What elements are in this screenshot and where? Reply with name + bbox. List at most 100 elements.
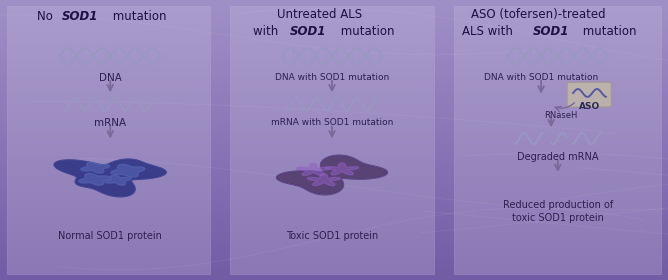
Bar [0, 90, 668, 91]
Text: Degraded mRNA: Degraded mRNA [517, 152, 599, 162]
Text: with: with [253, 25, 282, 38]
Text: DNA: DNA [99, 73, 122, 83]
Bar [0, 162, 668, 164]
Bar [0, 20, 668, 21]
Bar [0, 95, 668, 97]
Bar [0, 46, 668, 48]
Bar [0, 248, 668, 249]
Bar [0, 207, 668, 209]
Bar [0, 122, 668, 123]
Bar [0, 0, 668, 1]
Text: ASO: ASO [578, 102, 600, 111]
Bar [0, 225, 668, 227]
Text: No: No [37, 10, 57, 23]
Bar [0, 141, 668, 143]
Bar [0, 123, 668, 125]
Bar [0, 62, 668, 63]
Bar [0, 167, 668, 168]
Bar [0, 189, 668, 190]
Bar [0, 116, 668, 118]
Bar [0, 174, 668, 175]
Bar [0, 155, 668, 157]
Bar [0, 88, 668, 90]
Bar [0, 279, 668, 280]
Bar [0, 133, 668, 134]
FancyBboxPatch shape [567, 82, 611, 107]
Text: ASO (tofersen)-treated: ASO (tofersen)-treated [471, 8, 606, 21]
Bar [0, 139, 668, 140]
Bar [0, 151, 668, 153]
Text: Reduced production of
toxic SOD1 protein: Reduced production of toxic SOD1 protein [502, 200, 613, 223]
Bar [0, 263, 668, 265]
Bar [0, 216, 668, 217]
Text: DNA with SOD1 mutation: DNA with SOD1 mutation [484, 73, 599, 82]
Bar [0, 237, 668, 238]
Bar [0, 28, 668, 29]
FancyBboxPatch shape [7, 6, 210, 274]
Bar [0, 137, 668, 139]
Bar [0, 259, 668, 260]
Polygon shape [81, 162, 110, 173]
Bar [0, 8, 668, 10]
Bar [0, 76, 668, 77]
Bar [0, 105, 668, 106]
Bar [0, 266, 668, 267]
Bar [0, 130, 668, 132]
Bar [0, 171, 668, 172]
Polygon shape [325, 163, 359, 175]
Text: mutation: mutation [110, 10, 167, 23]
Text: DNA with SOD1 mutation: DNA with SOD1 mutation [275, 73, 389, 82]
Bar [0, 178, 668, 179]
Bar [0, 206, 668, 207]
Bar [0, 148, 668, 150]
Bar [0, 81, 668, 83]
Text: Normal SOD1 protein: Normal SOD1 protein [58, 231, 162, 241]
Polygon shape [307, 174, 341, 186]
Bar [0, 190, 668, 192]
Bar [0, 220, 668, 221]
Bar [0, 165, 668, 167]
Bar [0, 119, 668, 120]
Bar [0, 267, 668, 269]
Polygon shape [79, 173, 110, 185]
Bar [0, 66, 668, 67]
Bar [0, 13, 668, 14]
Bar [0, 109, 668, 111]
Text: RNaseH: RNaseH [544, 111, 578, 120]
Bar [0, 153, 668, 154]
Bar [0, 106, 668, 108]
Bar [0, 260, 668, 262]
Bar [0, 227, 668, 228]
Bar [0, 18, 668, 20]
Bar [0, 276, 668, 277]
Bar [0, 185, 668, 186]
Bar [0, 10, 668, 11]
Bar [0, 50, 668, 52]
Bar [0, 69, 668, 70]
Bar [0, 242, 668, 244]
Bar [0, 209, 668, 210]
Bar [0, 196, 668, 197]
Bar [0, 158, 668, 160]
Bar [0, 213, 668, 214]
Bar [0, 238, 668, 239]
Bar [0, 108, 668, 109]
Bar [0, 244, 668, 245]
Bar [0, 241, 668, 242]
Bar [0, 64, 668, 66]
Polygon shape [111, 164, 145, 177]
Bar [0, 132, 668, 133]
Bar [0, 104, 668, 105]
Bar [0, 112, 668, 113]
Bar [0, 83, 668, 84]
Bar [0, 245, 668, 246]
Bar [0, 200, 668, 202]
Bar [0, 251, 668, 252]
Bar [0, 111, 668, 112]
Text: SOD1: SOD1 [290, 25, 327, 38]
Bar [0, 56, 668, 57]
Bar [0, 38, 668, 39]
Text: Untreated ALS: Untreated ALS [277, 8, 362, 21]
Bar [0, 273, 668, 274]
Bar [0, 195, 668, 196]
